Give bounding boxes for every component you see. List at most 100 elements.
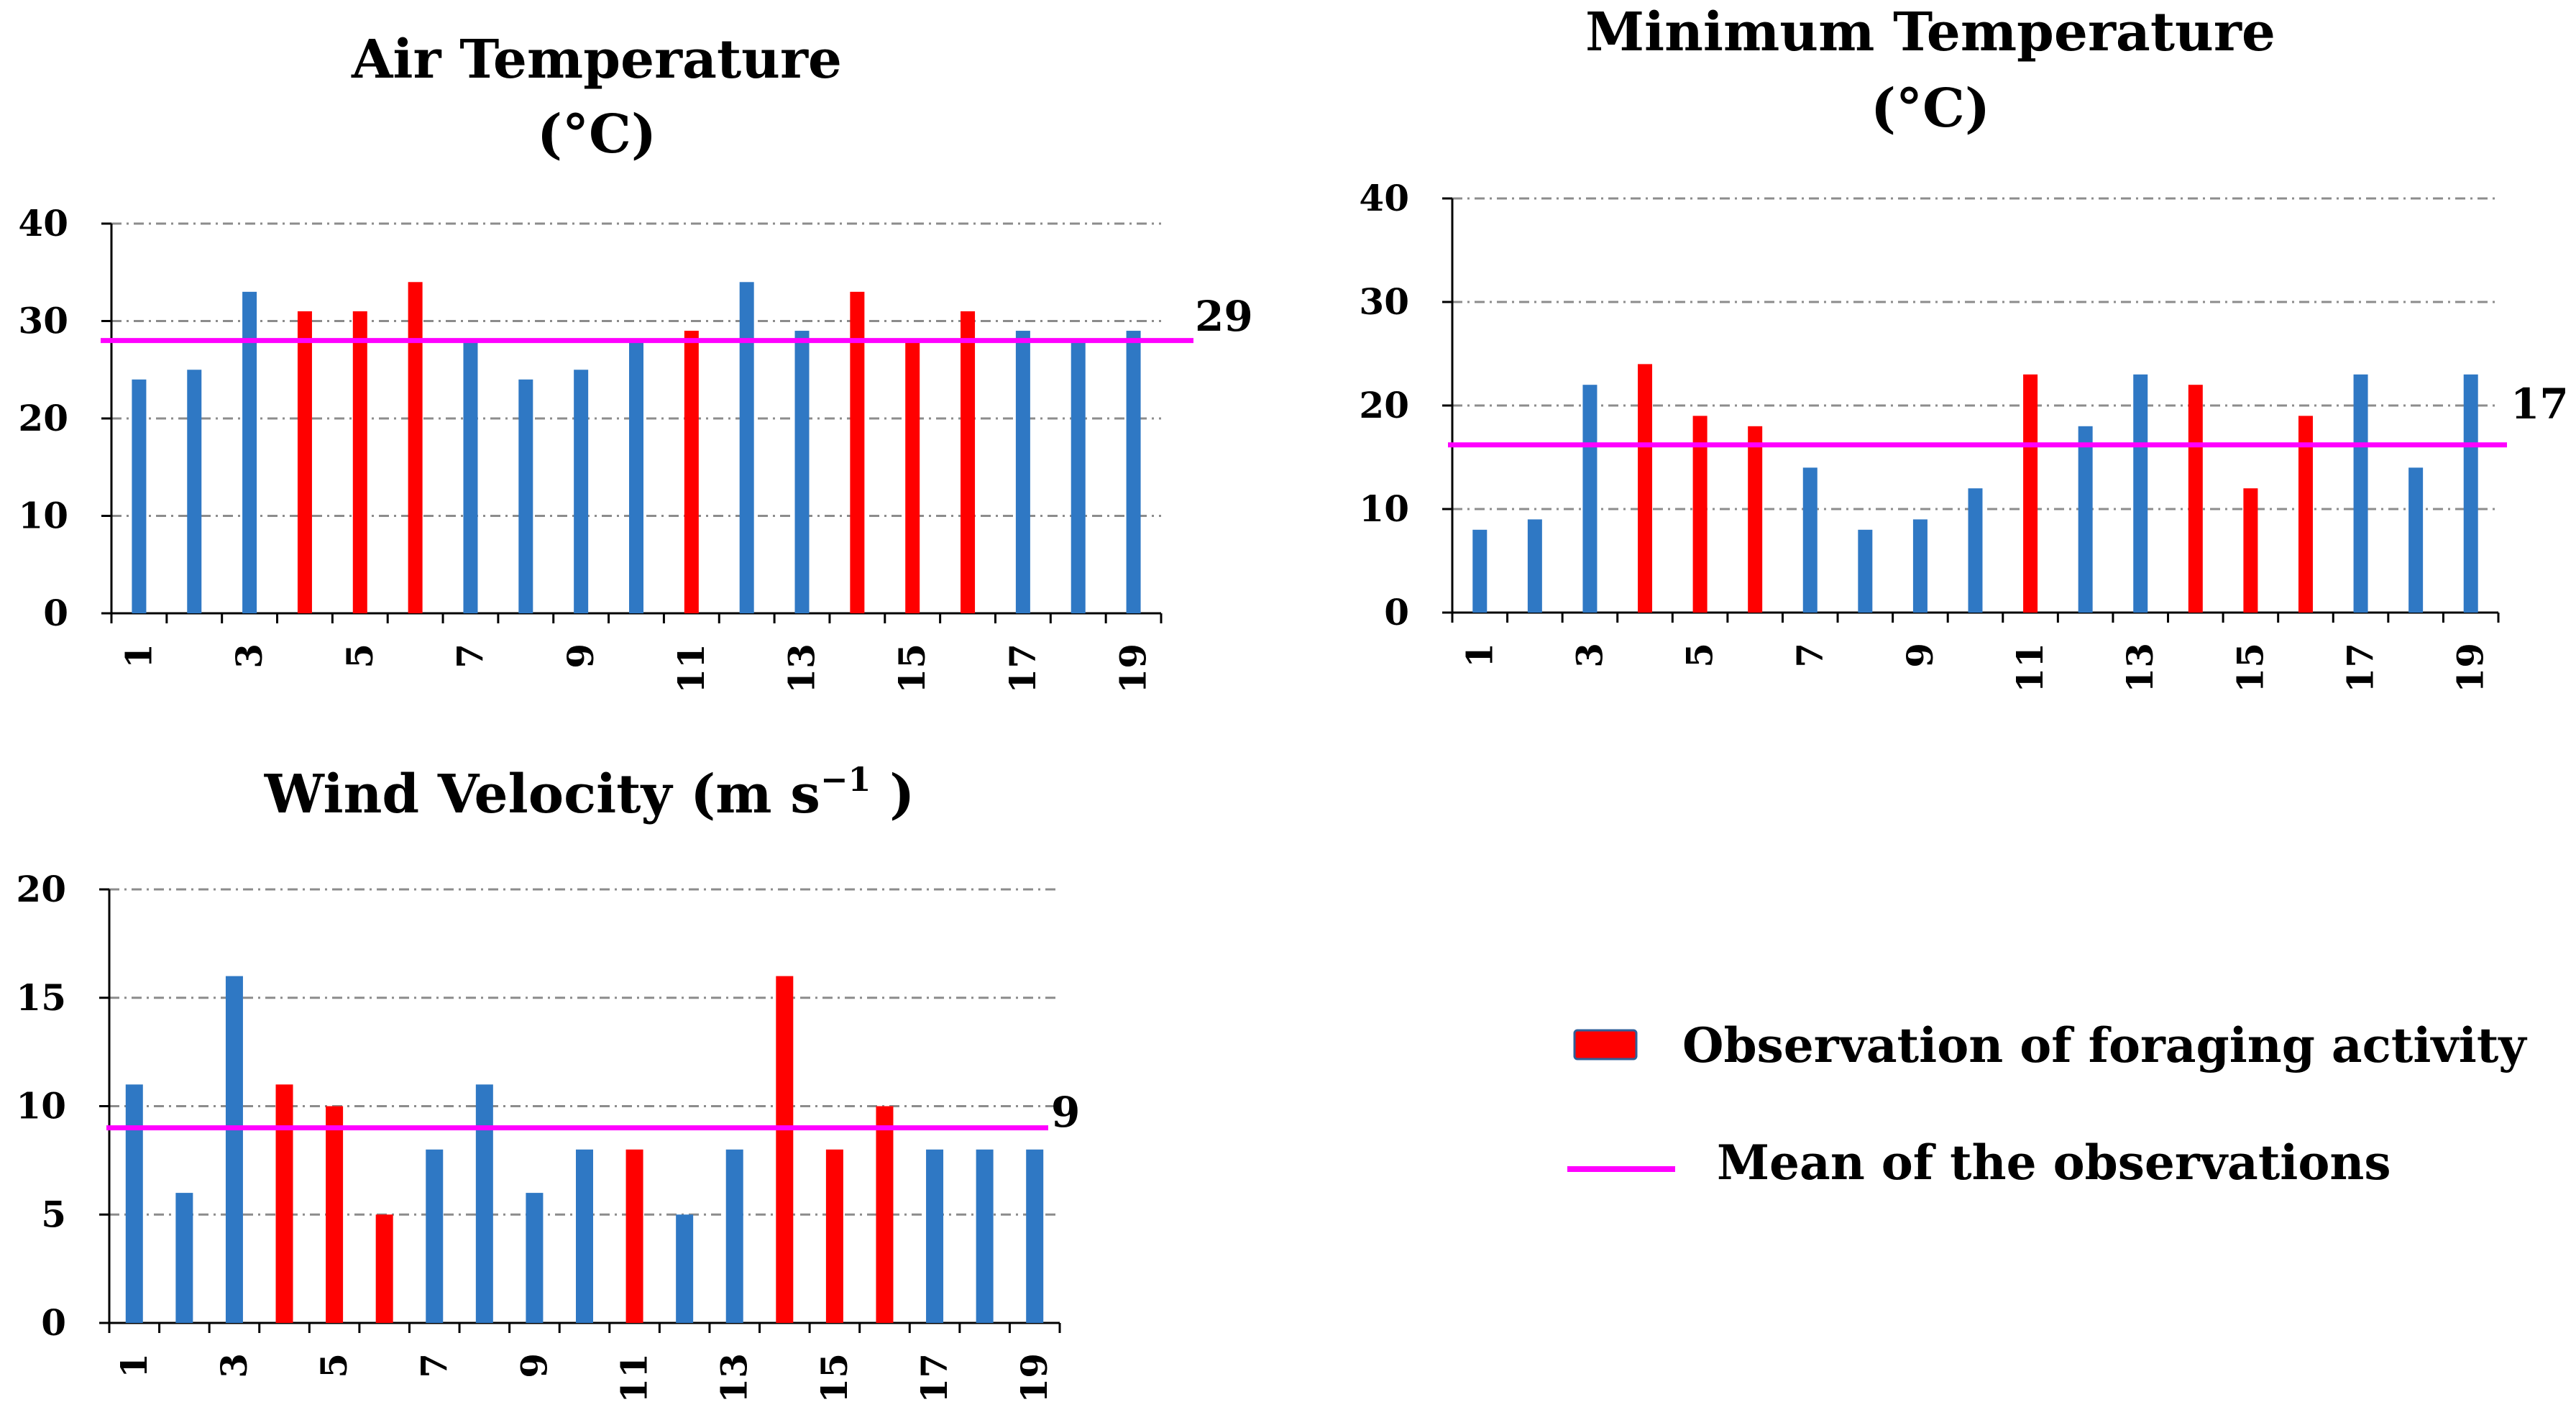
wind-velocity-title: Wind Velocity (m s−1 )	[264, 760, 915, 825]
bar-foraging	[2243, 488, 2258, 613]
y-tick-label: 30	[1359, 280, 1409, 323]
x-tick-label: 13	[781, 643, 823, 694]
x-tick-label: 9	[559, 643, 602, 669]
y-tick-label: 0	[41, 1301, 66, 1344]
bar	[725, 1149, 743, 1323]
bar	[1015, 331, 1030, 613]
y-tick-label: 40	[18, 202, 68, 244]
x-tick-label: 11	[2009, 643, 2051, 693]
y-tick-label: 20	[18, 397, 68, 439]
x-tick-label: 13	[2119, 643, 2161, 693]
bar	[175, 1193, 193, 1323]
bar	[426, 1149, 444, 1323]
minimum-temperature-title: Minimum Temperature	[1585, 1, 2275, 63]
bar	[2463, 374, 2478, 613]
bar	[463, 340, 478, 613]
x-tick-label: 5	[339, 643, 381, 669]
bar-foraging	[408, 282, 423, 613]
x-tick-label: 19	[1112, 643, 1155, 694]
bar	[132, 379, 147, 613]
bar-foraging	[275, 1084, 293, 1323]
bar	[1802, 467, 1818, 613]
x-tick-label: 3	[228, 643, 270, 669]
bar-foraging	[850, 291, 865, 613]
bar-foraging	[297, 311, 312, 613]
y-tick-label: 0	[43, 592, 68, 634]
bar	[976, 1149, 994, 1323]
bar	[1071, 340, 1086, 613]
bar	[1026, 1149, 1044, 1323]
x-tick-label: 1	[117, 643, 160, 669]
x-tick-label: 13	[713, 1353, 756, 1403]
x-tick-label: 7	[1789, 643, 1831, 668]
x-tick-label: 7	[449, 643, 491, 669]
bar	[629, 340, 643, 613]
bar	[1968, 488, 1983, 613]
x-tick-label: 15	[891, 643, 933, 694]
bar-foraging	[776, 976, 794, 1323]
y-tick-label: 10	[18, 495, 68, 537]
x-tick-label: 3	[1568, 643, 1610, 668]
y-tick-label: 10	[16, 1085, 66, 1127]
y-tick-label: 40	[1359, 177, 1409, 219]
bar-foraging	[2188, 385, 2203, 613]
bar-foraging	[625, 1149, 643, 1323]
bar	[518, 379, 533, 613]
x-tick-label: 5	[313, 1353, 355, 1378]
bar	[2353, 374, 2368, 613]
bar-foraging	[1692, 416, 1708, 613]
air-temperature-subtitle: (°C)	[537, 104, 656, 165]
y-tick-label: 5	[41, 1193, 66, 1235]
y-tick-label: 20	[16, 868, 66, 910]
bar	[926, 1149, 944, 1323]
y-tick-label: 0	[1384, 591, 1409, 633]
bar	[1126, 331, 1141, 613]
bar	[576, 1149, 593, 1323]
bar	[574, 370, 589, 613]
x-tick-label: 15	[2229, 643, 2271, 693]
legend-mean-label: Mean of the observations	[1717, 1135, 2391, 1191]
x-tick-label: 17	[913, 1353, 955, 1403]
bar	[1582, 385, 1598, 613]
bar-foraging	[326, 1106, 344, 1323]
bar	[225, 976, 243, 1323]
x-tick-label: 17	[1001, 643, 1044, 694]
y-tick-label: 10	[1359, 487, 1409, 530]
minimum-temperature-subtitle: (°C)	[1871, 78, 1990, 139]
bar-foraging	[876, 1106, 894, 1323]
bar	[1527, 519, 1542, 613]
x-tick-label: 19	[1013, 1353, 1055, 1403]
bar-foraging	[1748, 426, 1763, 613]
bar	[794, 331, 810, 613]
x-tick-label: 17	[2339, 643, 2382, 693]
x-tick-label: 5	[1679, 643, 1721, 668]
x-tick-label: 1	[113, 1353, 155, 1378]
x-tick-label: 19	[2449, 643, 2492, 693]
bar	[475, 1084, 493, 1323]
bar-foraging	[905, 340, 920, 613]
bar-foraging	[352, 311, 367, 613]
wind-velocity-title-superscript: −1	[820, 760, 871, 799]
minimum-temperature-mean-label: 17	[2511, 380, 2569, 429]
x-tick-label: 9	[513, 1353, 555, 1378]
bar-foraging	[961, 311, 976, 613]
bar-foraging	[2023, 374, 2038, 613]
bar	[187, 370, 202, 613]
bar	[1472, 529, 1488, 613]
x-tick-label: 15	[813, 1353, 856, 1403]
bar	[125, 1084, 143, 1323]
legend-foraging-label: Observation of foraging activity	[1682, 1017, 2527, 1073]
legend: Observation of foraging activity Mean of…	[1567, 1017, 2527, 1191]
bar	[2408, 467, 2424, 613]
wind-velocity-mean-label: 9	[1051, 1088, 1080, 1137]
y-tick-label: 30	[18, 300, 68, 342]
air-temperature-title: Air Temperature	[351, 29, 842, 91]
x-tick-label: 11	[670, 643, 712, 694]
wind-velocity-title-end: )	[871, 764, 915, 825]
x-tick-label: 1	[1458, 643, 1500, 668]
wind-velocity-title-main: Wind Velocity (m s	[264, 764, 820, 825]
bar	[242, 291, 257, 613]
bar	[1912, 519, 1928, 613]
